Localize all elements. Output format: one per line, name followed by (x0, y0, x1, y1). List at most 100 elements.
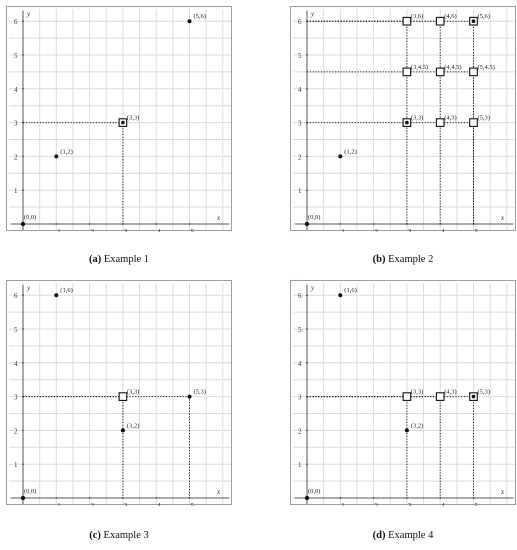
point-label: (5,3) (478, 389, 490, 396)
grid (293, 283, 515, 504)
point-label: (4,6) (444, 13, 456, 20)
box-marker (435, 67, 445, 77)
y-axis-label: y (26, 284, 31, 292)
y-tick-label: 3 (298, 394, 302, 402)
data-point (54, 154, 59, 159)
y-tick-mark (306, 87, 308, 90)
y-tick-label: 3 (14, 394, 18, 402)
data-point (338, 293, 343, 298)
y-tick-label: 5 (14, 326, 18, 334)
box-marker-dot (405, 120, 409, 125)
caption-text: Example 2 (385, 254, 434, 265)
data-point (404, 428, 409, 433)
point-label: (3,6) (411, 13, 423, 20)
x-tick-label: 3 (124, 502, 128, 506)
y-tick-mark (22, 189, 24, 192)
caption-letter: (c) (89, 530, 101, 541)
box-marker (469, 118, 478, 127)
point-label: (5,6) (194, 13, 206, 20)
caption-text: Example 1 (101, 254, 150, 265)
y-tick-mark (306, 463, 308, 466)
x-tick-label: 2 (91, 228, 95, 232)
y-tick-mark (306, 294, 308, 297)
panel-example-1: x y (0,0) 1 2 3 4 5 1 2 3 4 5 6 (1,2) (3,3) (5,6) (6, 6, 232, 232)
y-axis-label: y (310, 284, 315, 292)
box-marker-dot (121, 120, 125, 125)
y-tick-label: 1 (14, 187, 18, 195)
caption-text: Example 3 (100, 530, 149, 541)
origin-point (304, 221, 310, 227)
y-tick-label: 6 (298, 292, 302, 300)
point-label: (3,3) (411, 389, 423, 396)
x-tick-label: 4 (157, 502, 161, 506)
x-tick-label: 1 (341, 502, 345, 506)
x-tick-mark (372, 223, 375, 225)
y-tick-mark (306, 189, 308, 192)
x-tick-mark (155, 223, 158, 225)
point-label: (3,3) (127, 389, 139, 396)
y-tick-mark (306, 429, 308, 432)
y-tick-label: 6 (14, 292, 18, 300)
guide-line (23, 122, 124, 224)
x-tick-label: 4 (441, 502, 445, 506)
y-tick-label: 5 (298, 52, 302, 60)
x-tick-label: 4 (441, 228, 445, 232)
caption-text: Example 4 (385, 530, 434, 541)
caption-example-1: (a) Example 1 (6, 254, 232, 265)
box-marker (435, 118, 445, 127)
origin-label: (0,0) (308, 488, 320, 495)
x-tick-mark (339, 223, 342, 225)
y-tick-label: 2 (14, 153, 18, 161)
point-label: (4,3) (444, 389, 456, 396)
x-tick-label: 1 (341, 228, 345, 232)
point-label: (1,2) (60, 148, 72, 155)
x-axis-label: x (216, 214, 221, 222)
box-marker (469, 67, 478, 77)
point-label: (3,2) (411, 422, 423, 429)
y-tick-label: 2 (14, 427, 18, 435)
y-tick-label: 6 (14, 18, 18, 26)
x-tick-mark (55, 223, 58, 225)
x-axis-label: x (500, 488, 505, 496)
y-tick-mark (22, 463, 24, 466)
box-marker (402, 67, 412, 77)
panel-example-2: x y (0,0) 1 2 3 4 5 1 2 3 4 5 6 (1,2) (3,3) (4,3) (5,3) (3… (290, 6, 516, 232)
guide-line (23, 396, 190, 498)
y-tick-mark (306, 328, 308, 330)
point-label: (3,3) (127, 115, 139, 122)
x-axis-label: x (500, 214, 505, 222)
y-tick-label: 5 (14, 52, 18, 60)
y-tick-label: 3 (298, 120, 302, 128)
y-tick-mark (306, 361, 308, 364)
coordinate-plot: x y (0,0) 1 2 3 4 5 1 2 3 4 5 6 (1,6) (3,3) (3,2) (5,3) (9, 283, 231, 506)
x-tick-label: 5 (191, 228, 195, 232)
origin-label: (0,0) (308, 214, 320, 221)
point-label: (3,3) (411, 115, 423, 122)
guide-line (23, 396, 124, 498)
point-label: (5,6) (478, 13, 490, 20)
data-point (120, 428, 125, 433)
y-axis-label: y (310, 10, 315, 18)
point-label: (5,3) (478, 115, 490, 122)
x-tick-label: 3 (124, 228, 128, 232)
data-point (338, 154, 343, 159)
y-tick-mark (22, 155, 24, 158)
x-tick-mark (155, 497, 158, 499)
caption-example-4: (d) Example 4 (290, 530, 516, 541)
data-point (54, 293, 59, 298)
box-marker (402, 392, 412, 401)
point-label: (1,6) (60, 287, 72, 294)
y-tick-mark (22, 54, 24, 56)
y-tick-label: 4 (14, 360, 18, 368)
coordinate-plot: x y (0,0) 1 2 3 4 5 1 2 3 4 5 6 (1,2) (3,3) (5,6) (9, 9, 231, 232)
y-tick-label: 2 (298, 153, 302, 161)
box-marker (402, 16, 412, 26)
x-tick-label: 5 (475, 502, 479, 506)
y-tick-label: 4 (298, 360, 302, 368)
data-point (187, 19, 192, 24)
caption-example-3: (c) Example 3 (6, 530, 232, 541)
guide-line (307, 122, 474, 224)
y-tick-mark (22, 294, 24, 297)
point-label: (3,2) (127, 422, 139, 429)
point-label: (3,4.5) (411, 64, 428, 71)
